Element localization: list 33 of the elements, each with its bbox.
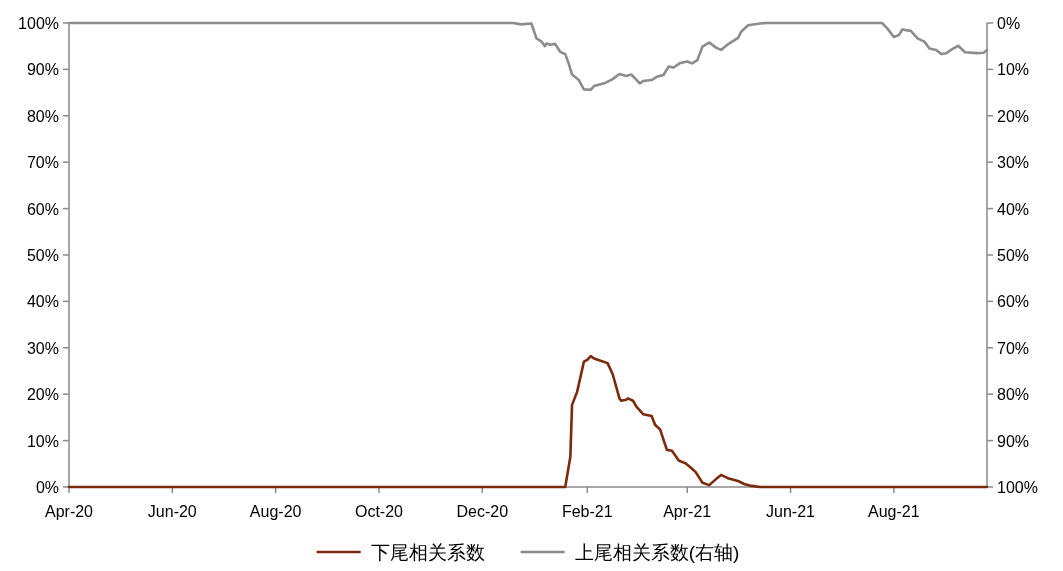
legend-label: 下尾相关系数 (370, 542, 485, 563)
x-tick-label: Jun-20 (147, 503, 197, 520)
x-tick-label: Aug-21 (868, 503, 920, 520)
y2-tick-label: 60% (997, 293, 1030, 311)
y2-tick-label: 20% (997, 107, 1030, 125)
y-tick-label: 30% (26, 339, 59, 357)
x-tick-label: Oct-20 (354, 503, 404, 520)
y2-tick-label: 50% (997, 247, 1030, 264)
y2-tick-label: 10% (997, 61, 1030, 79)
x-tick-label: Aug-20 (249, 503, 302, 520)
y-tick-label: 20% (26, 386, 59, 404)
y-tick-label: 40% (26, 293, 59, 311)
y-tick-label: 80% (26, 107, 59, 125)
y2-tick-label: 70% (997, 339, 1030, 357)
y2-tick-label: 0% (997, 15, 1021, 32)
y2-tick-label: 100% (997, 479, 1038, 496)
x-tick-label: Apr-21 (663, 503, 712, 520)
y2-tick-label: 30% (997, 154, 1030, 172)
legend-label: 上尾相关系数(右轴) (574, 542, 740, 563)
y2-tick-label: 90% (997, 432, 1030, 450)
x-tick-label: Dec-20 (456, 503, 509, 520)
y-tick-label: 10% (26, 432, 59, 450)
y-tick-label: 70% (26, 154, 59, 172)
y2-tick-label: 80% (997, 386, 1030, 404)
x-tick-label: Jun-21 (766, 503, 816, 520)
y-tick-label: 50% (26, 247, 59, 264)
x-tick-label: Feb-21 (561, 503, 613, 520)
y-tick-label: 60% (26, 200, 59, 218)
y-tick-label: 0% (35, 479, 59, 496)
y-tick-label: 100% (18, 15, 59, 32)
y2-tick-label: 40% (997, 200, 1030, 218)
x-tick-label: Apr-20 (44, 503, 94, 520)
y-tick-label: 90% (26, 61, 59, 79)
